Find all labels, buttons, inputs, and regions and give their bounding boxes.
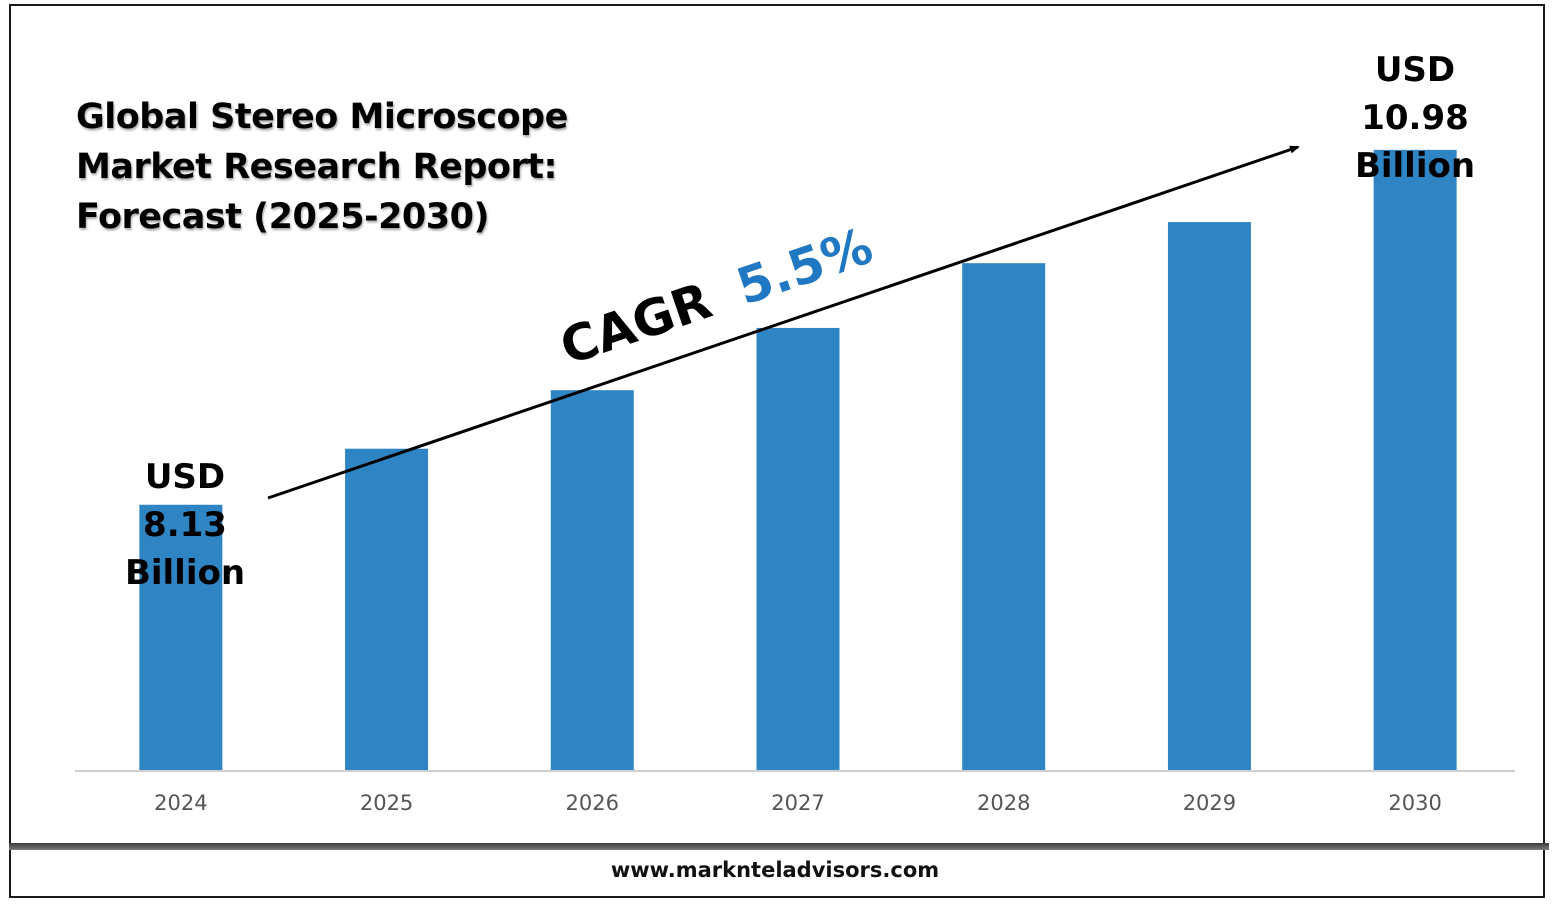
footer-url[interactable]: www.marknteladvisors.com [610,858,940,882]
bar-2024 [139,504,223,770]
x-tick-label-2024: 2024 [154,791,207,815]
bars-group [139,149,1457,771]
end-value-label: USD 10.98 Billion [1355,50,1475,186]
bar-2028 [962,263,1046,770]
bar-2027 [756,327,840,770]
bar-2030 [1373,149,1457,770]
x-tick-label-2028: 2028 [977,791,1030,815]
end-label-line-3: Billion [1355,146,1475,186]
footer-divider [9,843,1549,850]
chart-title: Global Stereo Microscope Market Research… [76,97,568,237]
x-tick-label-2030: 2030 [1388,791,1441,815]
start-value-label: USD 8.13 Billion [125,457,245,593]
x-tick-label-2027: 2027 [771,791,824,815]
start-label-line-1: USD [145,457,225,497]
cagr-label: CAGR [553,272,718,377]
cagr-value: 5.5% [730,217,880,317]
end-label-line-2: 10.98 [1361,98,1469,138]
x-tick-label-2029: 2029 [1183,791,1236,815]
bar-2029 [1167,222,1251,771]
x-tick-label-2026: 2026 [566,791,619,815]
end-label-line-1: USD [1375,50,1455,90]
start-label-line-2: 8.13 [143,505,227,545]
start-label-line-3: Billion [125,553,245,593]
x-tick-label-2025: 2025 [360,791,413,815]
bar-2025 [345,448,429,770]
bar-2026 [550,390,634,770]
x-tick-labels: 2024 2025 2026 2027 2028 2029 2030 [154,791,1442,815]
trend-arrow [267,145,1300,500]
